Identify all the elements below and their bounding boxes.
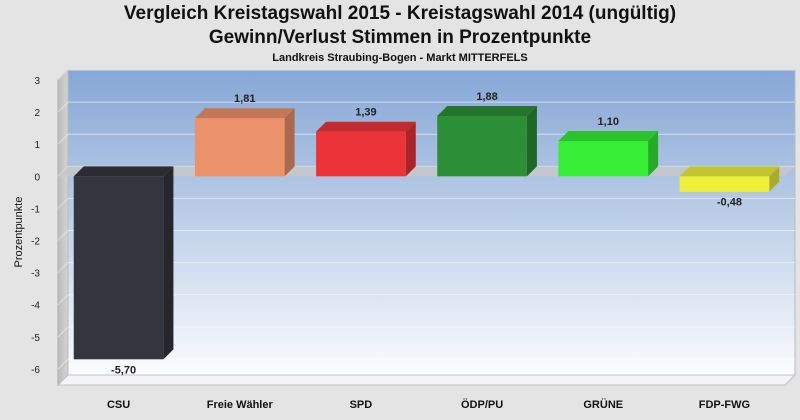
x-tick-label: GRÜNE <box>583 398 623 411</box>
bar-side <box>284 108 295 177</box>
bar-gr-ne <box>558 131 659 177</box>
data-label: 1,88 <box>476 91 497 103</box>
y-tick-label: -4 <box>31 301 40 312</box>
bar-top <box>316 121 416 132</box>
x-tick-label: FDP-FWG <box>699 399 750 411</box>
y-tick-label: 0 <box>34 172 40 183</box>
data-label: -0,48 <box>717 197 742 209</box>
bar-side <box>526 105 537 177</box>
x-axis-ticks: CSU Freie Wähler SPD ÖDP/PU GRÜNE FDP-FWG <box>107 398 750 411</box>
bar-top <box>437 105 537 116</box>
bar-front <box>316 131 406 177</box>
bar-top <box>194 108 295 119</box>
bar-front <box>194 118 285 177</box>
bar-front <box>73 176 164 360</box>
bar-spd <box>316 121 416 177</box>
chart-title: Vergleich Kreistagswahl 2015 - Kreistags… <box>123 3 677 24</box>
bar-front <box>558 141 649 177</box>
data-label: 1,10 <box>598 116 619 128</box>
y-tick-label: -1 <box>31 204 40 215</box>
x-tick-label: CSU <box>107 399 130 411</box>
bar-top <box>558 131 659 141</box>
data-label: 1,39 <box>355 107 376 119</box>
bar-csu <box>73 166 174 360</box>
y-tick-label: 1 <box>34 140 40 151</box>
bar-freie-w-hler <box>194 108 295 177</box>
y-tick-label: 3 <box>34 76 40 87</box>
x-tick-label: SPD <box>350 399 373 411</box>
plot-area <box>56 68 797 387</box>
y-axis-ticks: 3 2 1 0 -1 -2 -3 -4 -5 -6 <box>31 76 40 376</box>
bars: -5,70 1,81 1,39 1,88 1,10 -0,48 <box>73 91 780 376</box>
data-label: 1,81 <box>234 93 255 105</box>
bar-side <box>163 166 174 360</box>
y-tick-label: -2 <box>31 237 40 248</box>
y-tick-label: 2 <box>34 108 40 119</box>
bar-side <box>769 166 780 192</box>
y-tick-label: -3 <box>31 269 40 280</box>
bar-fdp-fwg <box>679 166 780 192</box>
bar-front <box>679 176 770 192</box>
bar-side <box>405 121 416 177</box>
bar-front <box>437 115 527 177</box>
bar-top <box>73 166 174 177</box>
y-tick-label: -6 <box>31 365 40 376</box>
chart-caption: Landkreis Straubing-Bogen - Markt MITTER… <box>272 52 528 64</box>
bar-top <box>679 166 780 177</box>
x-tick-label: Freie Wähler <box>207 399 274 411</box>
chart-subtitle: Gewinn/Verlust Stimmen in Prozentpunkte <box>208 27 592 48</box>
data-label: -5,70 <box>111 364 136 376</box>
y-tick-label: -5 <box>31 333 40 344</box>
bar--dp-pu <box>437 105 537 177</box>
bar-side <box>648 131 659 177</box>
x-tick-label: ÖDP/PU <box>461 398 503 411</box>
